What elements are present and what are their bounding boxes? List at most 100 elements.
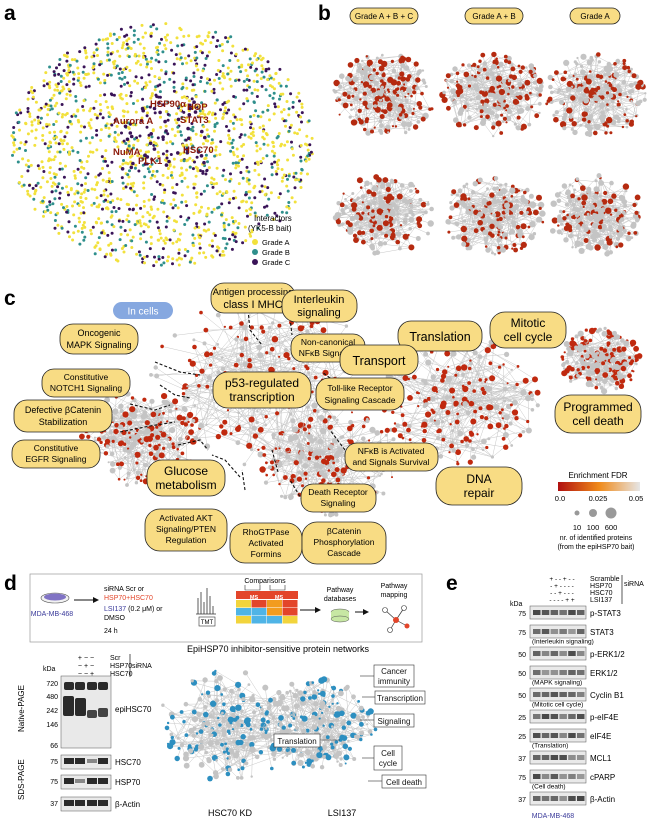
network-node: [204, 256, 207, 259]
network-node: [539, 93, 542, 96]
network-node: [600, 95, 604, 99]
network-node: [92, 71, 95, 74]
network-node: [338, 84, 342, 88]
network-node: [396, 231, 402, 237]
network-node: [249, 190, 252, 193]
network-node: [582, 224, 586, 228]
network-node: [133, 190, 136, 193]
network-node: [460, 94, 464, 98]
network-node: [230, 432, 233, 435]
network-node: [100, 128, 103, 131]
network-node: [286, 140, 289, 143]
network-node: [412, 90, 416, 94]
network-node: [408, 210, 413, 215]
network-node: [405, 213, 409, 217]
network-node: [468, 211, 473, 216]
network-node: [195, 196, 198, 199]
network-node: [183, 223, 186, 226]
network-node: [545, 102, 548, 105]
network-node: [276, 136, 279, 139]
network-node: [279, 447, 281, 449]
network-node: [603, 191, 607, 195]
network-node: [64, 54, 67, 57]
network-node: [396, 94, 399, 97]
network-node: [54, 189, 57, 192]
network-node: [120, 28, 123, 31]
network-node: [568, 199, 572, 203]
network-node: [54, 176, 57, 179]
network-node: [300, 121, 303, 124]
network-node: [298, 128, 301, 131]
network-node: [13, 138, 16, 141]
network-node: [277, 159, 280, 162]
legend-subtitle: (YK5-B bait): [248, 224, 292, 233]
network-node: [368, 91, 373, 96]
network-node: [250, 137, 253, 140]
network-node: [54, 219, 57, 222]
network-node: [291, 196, 294, 199]
network-node: [205, 424, 207, 426]
network-node: [574, 73, 577, 76]
network-node: [92, 107, 95, 110]
network-node: [190, 59, 193, 62]
network-node: [130, 239, 133, 242]
network-node: [213, 208, 216, 211]
network-node: [635, 115, 637, 117]
network-node: [216, 343, 219, 346]
network-node: [265, 205, 268, 208]
network-node: [71, 205, 74, 208]
network-node: [477, 65, 480, 68]
network-node: [569, 184, 572, 187]
network-node: [521, 195, 525, 199]
network-node: [199, 42, 202, 45]
network-node: [562, 216, 566, 220]
network-node: [145, 241, 148, 244]
network-node: [301, 169, 304, 172]
network-node: [477, 220, 483, 226]
network-node: [65, 83, 68, 86]
network-node: [584, 213, 586, 215]
network-node: [450, 88, 456, 94]
network-node: [308, 158, 311, 161]
network-node: [365, 119, 369, 123]
network-node: [78, 50, 81, 53]
network-node: [85, 56, 88, 59]
network-node: [606, 103, 609, 106]
network-node: [339, 114, 341, 116]
network-node: [383, 209, 389, 215]
network-node: [384, 234, 388, 238]
network-node: [377, 208, 383, 214]
network-node: [582, 82, 586, 86]
network-node: [372, 219, 375, 222]
network-node: [566, 86, 572, 92]
network-node: [103, 232, 106, 235]
network-node: [499, 204, 501, 206]
network-node: [518, 228, 523, 233]
network-node: [186, 219, 189, 222]
network-node: [373, 197, 376, 200]
network-node: [260, 325, 264, 329]
network-node: [332, 89, 335, 92]
network-node: [33, 144, 36, 147]
network-node: [127, 47, 130, 50]
network-node: [89, 229, 92, 232]
network-node: [21, 157, 24, 160]
network-node: [155, 95, 158, 98]
network-node: [348, 62, 354, 68]
panel-b-label: b: [318, 2, 331, 25]
network-node: [216, 167, 219, 170]
network-node: [310, 151, 313, 154]
network-node: [350, 104, 353, 107]
network-node: [129, 131, 133, 135]
network-node: [387, 113, 391, 117]
network-node: [280, 143, 283, 146]
network-node: [236, 148, 239, 151]
network-node: [138, 219, 141, 222]
network-node: [498, 62, 503, 67]
network-node: [196, 35, 199, 38]
network-node: [380, 183, 386, 189]
network-node: [362, 101, 367, 106]
network-node: [58, 63, 61, 66]
network-node: [226, 242, 229, 245]
network-node: [213, 347, 216, 350]
